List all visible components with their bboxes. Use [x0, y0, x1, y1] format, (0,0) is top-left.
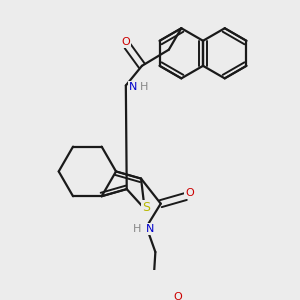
- Text: H: H: [133, 224, 142, 234]
- Text: O: O: [173, 292, 182, 300]
- Text: O: O: [185, 188, 194, 198]
- Text: N: N: [146, 224, 154, 234]
- Text: N: N: [129, 82, 137, 92]
- Text: S: S: [142, 201, 150, 214]
- Text: O: O: [122, 37, 130, 47]
- Text: H: H: [140, 82, 148, 92]
